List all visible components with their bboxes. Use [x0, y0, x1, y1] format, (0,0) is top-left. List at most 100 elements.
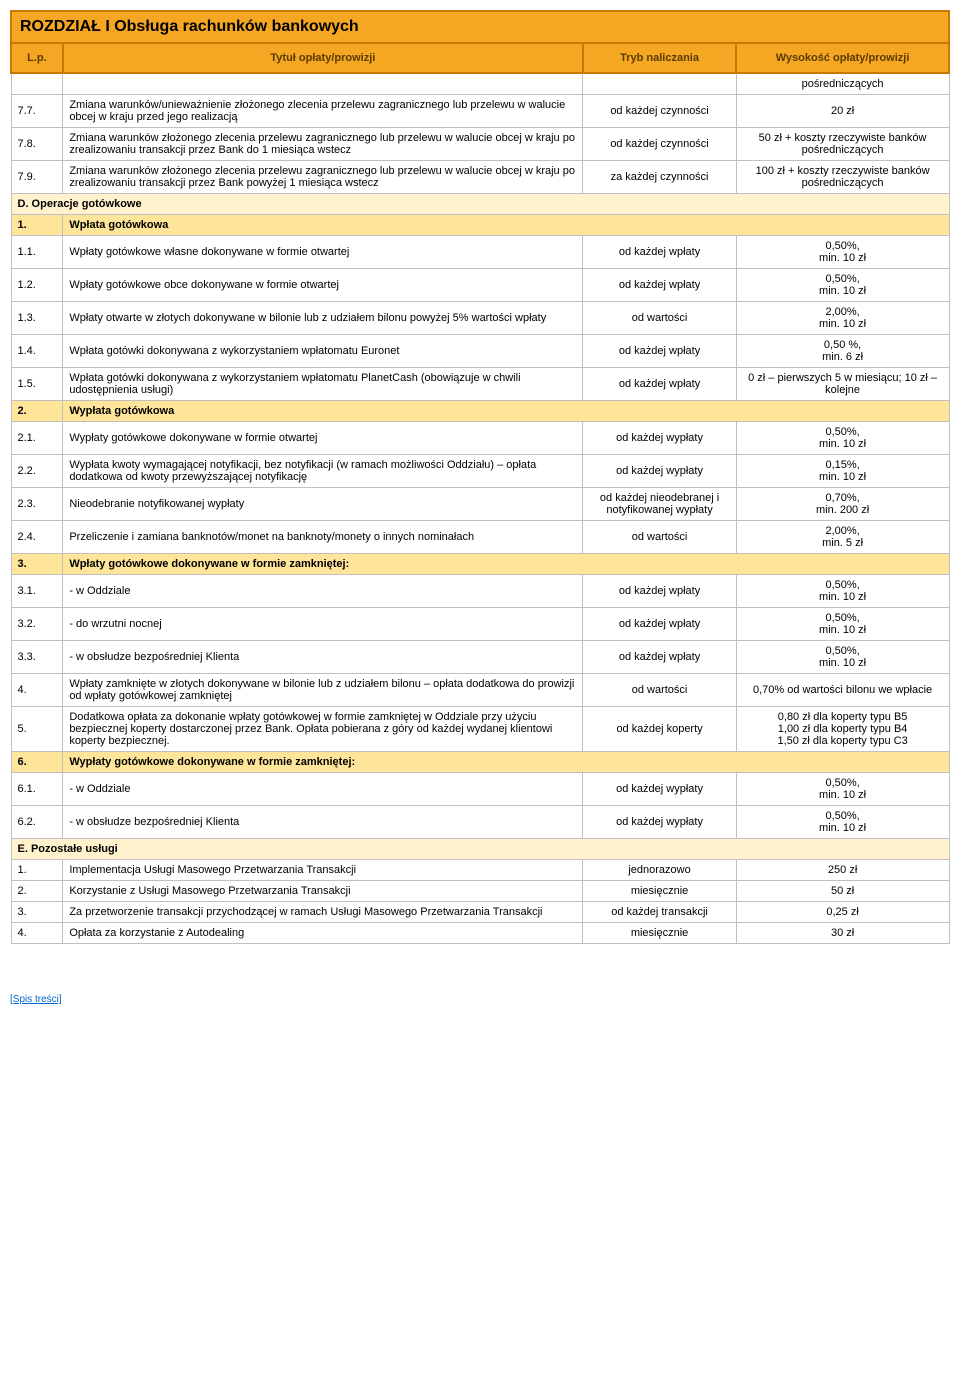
table-row: pośredniczących	[11, 73, 949, 95]
table-row: 1.1.Wpłaty gotówkowe własne dokonywane w…	[11, 236, 949, 269]
cell-title: Implementacja Usługi Masowego Przetwarza…	[63, 860, 583, 881]
cell-wysokosc: 20 zł	[736, 95, 949, 128]
cell-wysokosc: 0,15%, min. 10 zł	[736, 455, 949, 488]
cell-tryb: od każdej transakcji	[583, 902, 736, 923]
cell-tryb: od wartości	[583, 521, 736, 554]
cell-lp: 4.	[11, 923, 63, 944]
cell-tryb: miesięcznie	[583, 923, 736, 944]
header-tryb: Tryb naliczania	[583, 43, 736, 73]
table-row: 2.Korzystanie z Usługi Masowego Przetwar…	[11, 881, 949, 902]
cell-title: Zmiana warunków/unieważnienie złożonego …	[63, 95, 583, 128]
cell-wysokosc: 0,25 zł	[736, 902, 949, 923]
cell-title: Wypłata kwoty wymagającej notyfikacji, b…	[63, 455, 583, 488]
header-wysokosc: Wysokość opłaty/prowizji	[736, 43, 949, 73]
cell-wysokosc: 50 zł + koszty rzeczywiste banków pośred…	[736, 128, 949, 161]
cell-tryb: za każdej czynności	[583, 161, 736, 194]
cell-title: - do wrzutni nocnej	[63, 608, 583, 641]
table-row: 3.2.- do wrzutni nocnejod każdej wpłaty0…	[11, 608, 949, 641]
cell-wysokosc: 0,50 %, min. 6 zł	[736, 335, 949, 368]
table-row: 1.5.Wpłata gotówki dokonywana z wykorzys…	[11, 368, 949, 401]
header-lp: L.p.	[11, 43, 63, 73]
cell-lp: 2.3.	[11, 488, 63, 521]
cell-lp: 4.	[11, 674, 63, 707]
table-row: 1.2.Wpłaty gotówkowe obce dokonywane w f…	[11, 269, 949, 302]
table-row: 2.1.Wypłaty gotówkowe dokonywane w formi…	[11, 422, 949, 455]
table-row: 6.1.- w Oddzialeod każdej wypłaty0,50%, …	[11, 773, 949, 806]
cell-tryb: od każdej wypłaty	[583, 422, 736, 455]
cell-wysokosc: 0,50%, min. 10 zł	[736, 773, 949, 806]
cell-title: Przeliczenie i zamiana banknotów/monet n…	[63, 521, 583, 554]
cell-title: Za przetworzenie transakcji przychodzące…	[63, 902, 583, 923]
table-row: 2.2.Wypłata kwoty wymagającej notyfikacj…	[11, 455, 949, 488]
cell-title: Zmiana warunków złożonego zlecenia przel…	[63, 161, 583, 194]
cell-wysokosc: pośredniczących	[736, 73, 949, 95]
cell-wysokosc: 30 zł	[736, 923, 949, 944]
cell-tryb: od każdej wpłaty	[583, 368, 736, 401]
cell-wysokosc: 0,50%, min. 10 zł	[736, 269, 949, 302]
cell-wysokosc: 50 zł	[736, 881, 949, 902]
table-row: 1.4.Wpłata gotówki dokonywana z wykorzys…	[11, 335, 949, 368]
cell-wysokosc: 250 zł	[736, 860, 949, 881]
table-row: 3.1.- w Oddzialeod każdej wpłaty0,50%, m…	[11, 575, 949, 608]
table-row: 2.3.Nieodebranie notyfikowanej wypłatyod…	[11, 488, 949, 521]
section-label: D. Operacje gotówkowe	[11, 194, 949, 215]
fee-table: ROZDZIAŁ I Obsługa rachunków bankowych L…	[10, 10, 950, 944]
cell-lp: 2.2.	[11, 455, 63, 488]
cell-lp: 7.8.	[11, 128, 63, 161]
cell-wysokosc: 0,50%, min. 10 zł	[736, 236, 949, 269]
cell-title: Wypłaty gotówkowe dokonywane w formie ot…	[63, 422, 583, 455]
table-row: 2.Wypłata gotówkowa	[11, 401, 949, 422]
table-row: 7.9.Zmiana warunków złożonego zlecenia p…	[11, 161, 949, 194]
cell-lp: 3.2.	[11, 608, 63, 641]
subsection-lp: 1.	[11, 215, 63, 236]
cell-wysokosc: 0,70%, min. 200 zł	[736, 488, 949, 521]
cell-tryb: od każdej koperty	[583, 707, 736, 752]
cell-tryb: od każdej wpłaty	[583, 269, 736, 302]
cell-title: Wpłata gotówki dokonywana z wykorzystani…	[63, 335, 583, 368]
cell-lp: 2.4.	[11, 521, 63, 554]
table-row: 4.Wpłaty zamknięte w złotych dokonywane …	[11, 674, 949, 707]
cell-tryb: miesięcznie	[583, 881, 736, 902]
cell-tryb: od każdej wpłaty	[583, 236, 736, 269]
cell-lp: 7.7.	[11, 95, 63, 128]
cell-wysokosc: 0 zł – pierwszych 5 w miesiącu; 10 zł – …	[736, 368, 949, 401]
cell-lp: 1.3.	[11, 302, 63, 335]
table-row: 1.3.Wpłaty otwarte w złotych dokonywane …	[11, 302, 949, 335]
cell-tryb: od każdej wypłaty	[583, 773, 736, 806]
cell-lp: 5.	[11, 707, 63, 752]
cell-title: - w obsłudze bezpośredniej Klienta	[63, 641, 583, 674]
table-row: 2.4.Przeliczenie i zamiana banknotów/mon…	[11, 521, 949, 554]
table-row: E. Pozostałe usługi	[11, 839, 949, 860]
subsection-label: Wpłaty gotówkowe dokonywane w formie zam…	[63, 554, 949, 575]
cell-title: Wpłata gotówki dokonywana z wykorzystani…	[63, 368, 583, 401]
cell-title: Nieodebranie notyfikowanej wypłaty	[63, 488, 583, 521]
cell-wysokosc: 0,50%, min. 10 zł	[736, 641, 949, 674]
cell-wysokosc: 0,70% od wartości bilonu we wpłacie	[736, 674, 949, 707]
cell-wysokosc: 0,50%, min. 10 zł	[736, 806, 949, 839]
subsection-label: Wypłaty gotówkowe dokonywane w formie za…	[63, 752, 949, 773]
cell-tryb: od wartości	[583, 302, 736, 335]
subsection-lp: 6.	[11, 752, 63, 773]
cell-lp: 1.2.	[11, 269, 63, 302]
table-row: 3.Za przetworzenie transakcji przychodzą…	[11, 902, 949, 923]
cell-title: - w Oddziale	[63, 575, 583, 608]
cell-lp: 1.5.	[11, 368, 63, 401]
cell-tryb: od każdej wpłaty	[583, 575, 736, 608]
cell-lp: 3.1.	[11, 575, 63, 608]
cell-title: - w Oddziale	[63, 773, 583, 806]
cell-tryb: od każdej nieodebranej i notyfikowanej w…	[583, 488, 736, 521]
cell-tryb: od każdej wpłaty	[583, 335, 736, 368]
section-label: E. Pozostałe usługi	[11, 839, 949, 860]
cell-tryb: jednorazowo	[583, 860, 736, 881]
header-row: L.p. Tytuł opłaty/prowizji Tryb naliczan…	[11, 43, 949, 73]
cell-title: Korzystanie z Usługi Masowego Przetwarza…	[63, 881, 583, 902]
cell-wysokosc: 0,50%, min. 10 zł	[736, 608, 949, 641]
header-title-col: Tytuł opłaty/prowizji	[63, 43, 583, 73]
table-row: 3.3.- w obsłudze bezpośredniej Klientaod…	[11, 641, 949, 674]
cell-lp: 7.9.	[11, 161, 63, 194]
cell-title: Wpłaty gotówkowe własne dokonywane w for…	[63, 236, 583, 269]
subsection-label: Wpłata gotówkowa	[63, 215, 949, 236]
table-row: 1.Wpłata gotówkowa	[11, 215, 949, 236]
toc-link[interactable]: [Spis treści]	[10, 994, 950, 1005]
chapter-title: ROZDZIAŁ I Obsługa rachunków bankowych	[11, 11, 949, 43]
